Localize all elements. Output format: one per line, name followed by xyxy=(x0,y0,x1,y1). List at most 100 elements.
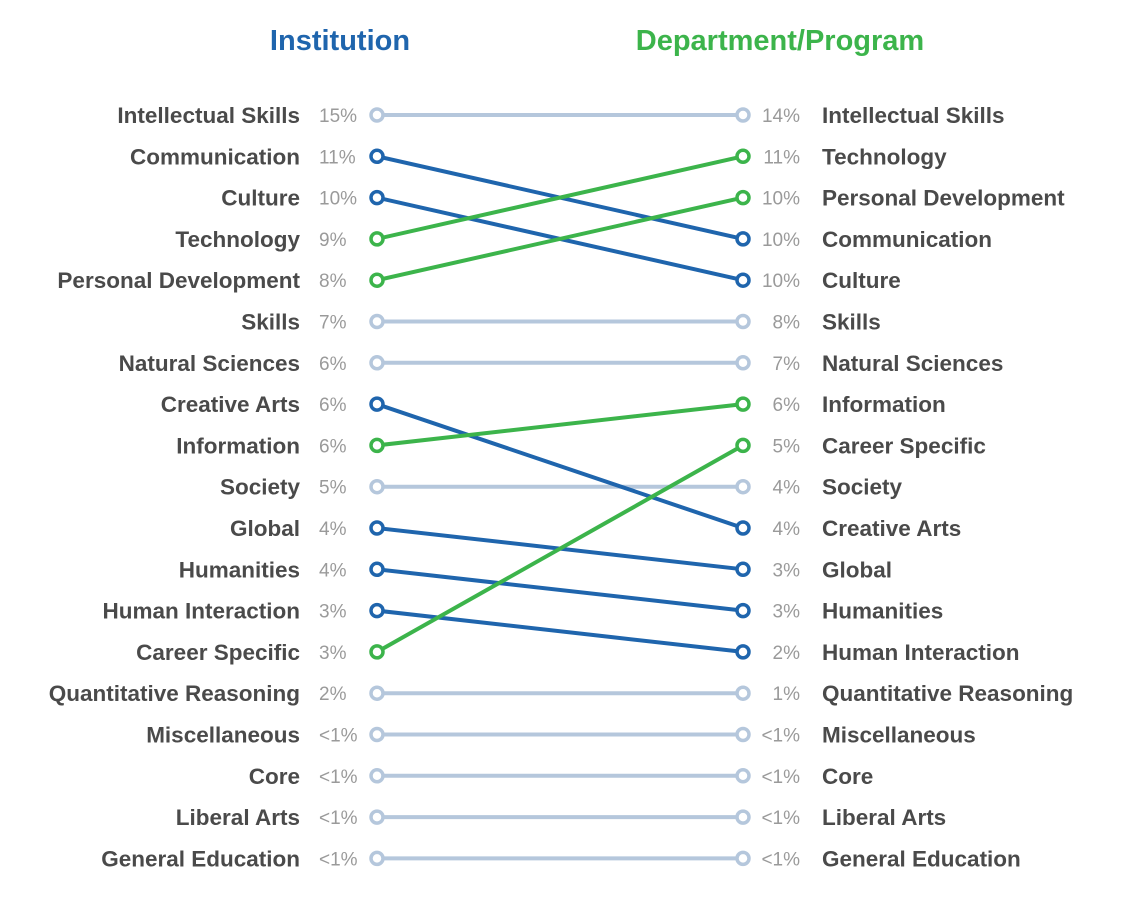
left-category-label: Quantitative Reasoning xyxy=(49,681,300,706)
left-point xyxy=(369,272,385,288)
left-point xyxy=(369,478,385,495)
right-percent-label: 5% xyxy=(773,436,801,457)
left-category-label: Personal Development xyxy=(57,268,300,293)
link-line-department xyxy=(375,402,745,448)
left-category-label: Creative Arts xyxy=(161,392,300,417)
left-point xyxy=(369,396,385,412)
left-percent-label: 6% xyxy=(319,395,347,416)
right-percent-label: 3% xyxy=(773,602,801,623)
left-category-label: Intellectual Skills xyxy=(117,103,300,128)
left-category-label: Information xyxy=(176,433,300,458)
left-point xyxy=(369,520,385,536)
right-percent-label: 4% xyxy=(773,519,801,540)
left-percent-label: 4% xyxy=(319,519,347,540)
left-percent-label: 3% xyxy=(319,602,347,623)
right-percent-label: 3% xyxy=(773,560,801,581)
right-point xyxy=(735,148,751,165)
left-point xyxy=(369,313,385,330)
right-point xyxy=(735,644,751,660)
right-point xyxy=(735,437,751,454)
left-percent-label: 15% xyxy=(319,106,357,127)
right-category-label: Skills xyxy=(822,310,881,335)
right-point xyxy=(735,726,751,743)
right-category-label: Quantitative Reasoning xyxy=(822,681,1073,706)
right-percent-label: <1% xyxy=(761,767,800,788)
right-point xyxy=(735,231,751,247)
link-line-institution xyxy=(375,608,745,654)
left-category-label: Human Interaction xyxy=(102,599,300,624)
left-point xyxy=(369,726,385,743)
right-title: Department/Program xyxy=(636,25,924,57)
link-line-institution xyxy=(375,402,745,530)
right-point xyxy=(735,768,751,784)
right-percent-label: 10% xyxy=(762,189,800,210)
right-percent-label: <1% xyxy=(761,849,800,870)
left-point xyxy=(369,685,385,701)
left-category-label: Natural Sciences xyxy=(119,351,300,376)
left-percent-label: 3% xyxy=(319,643,347,664)
right-category-label: Personal Development xyxy=(822,186,1065,211)
left-category-label: Miscellaneous xyxy=(146,723,300,748)
right-point xyxy=(735,313,751,330)
right-category-label: Intellectual Skills xyxy=(822,103,1005,128)
link-line-department xyxy=(375,195,745,283)
left-category-label: Liberal Arts xyxy=(176,805,300,830)
left-percent-label: <1% xyxy=(319,849,358,870)
left-percent-label: 2% xyxy=(319,684,347,705)
right-point xyxy=(735,107,751,123)
right-percent-label: 10% xyxy=(762,271,800,292)
left-point xyxy=(369,850,385,867)
right-percent-label: 2% xyxy=(773,643,801,664)
right-point xyxy=(735,809,751,825)
right-percent-label: 6% xyxy=(773,395,801,416)
left-percent-label: 6% xyxy=(319,354,347,375)
left-point xyxy=(369,437,385,454)
left-point xyxy=(369,355,385,371)
right-point xyxy=(735,520,751,536)
right-category-label: Human Interaction xyxy=(822,640,1020,665)
left-point xyxy=(369,809,385,825)
right-point xyxy=(735,396,751,412)
left-title: Institution xyxy=(270,25,410,57)
left-point xyxy=(369,561,385,578)
left-category-label: General Education xyxy=(101,846,300,871)
left-category-label: Communication xyxy=(130,144,300,169)
right-percent-label: <1% xyxy=(761,808,800,829)
right-category-label: Society xyxy=(822,475,903,500)
right-percent-label: 7% xyxy=(773,354,801,375)
right-category-label: Creative Arts xyxy=(822,516,961,541)
right-category-label: Information xyxy=(822,392,946,417)
right-percent-label: 1% xyxy=(773,684,801,705)
left-point xyxy=(369,189,385,206)
right-point xyxy=(735,685,751,701)
right-category-label: Natural Sciences xyxy=(822,351,1003,376)
left-point xyxy=(369,644,385,660)
link-line-department xyxy=(375,443,745,654)
left-percent-label: 7% xyxy=(319,313,347,334)
right-point xyxy=(735,355,751,371)
left-category-label: Career Specific xyxy=(136,640,300,665)
right-category-label: Communication xyxy=(822,227,992,252)
right-percent-label: 10% xyxy=(762,230,800,251)
right-category-label: Culture xyxy=(822,268,901,293)
left-category-label: Society xyxy=(220,475,301,500)
left-percent-label: <1% xyxy=(319,767,358,788)
right-category-label: Career Specific xyxy=(822,433,986,458)
left-category-label: Skills xyxy=(241,310,300,335)
right-percent-label: 14% xyxy=(762,106,800,127)
right-percent-label: 4% xyxy=(773,478,801,499)
right-category-label: Technology xyxy=(822,144,947,169)
left-percent-label: 8% xyxy=(319,271,347,292)
right-point xyxy=(735,189,751,206)
right-percent-label: 11% xyxy=(763,147,800,168)
right-column: 14% Intellectual Skills 11% Technology 10% Pe… xyxy=(735,103,1073,871)
right-category-label: Global xyxy=(822,557,892,582)
link-lines xyxy=(375,113,745,861)
left-percent-label: <1% xyxy=(319,726,358,747)
left-point xyxy=(369,107,385,123)
left-category-label: Technology xyxy=(175,227,300,252)
left-percent-label: 6% xyxy=(319,436,347,457)
left-percent-label: 11% xyxy=(319,147,356,168)
right-category-label: General Education xyxy=(822,846,1021,871)
